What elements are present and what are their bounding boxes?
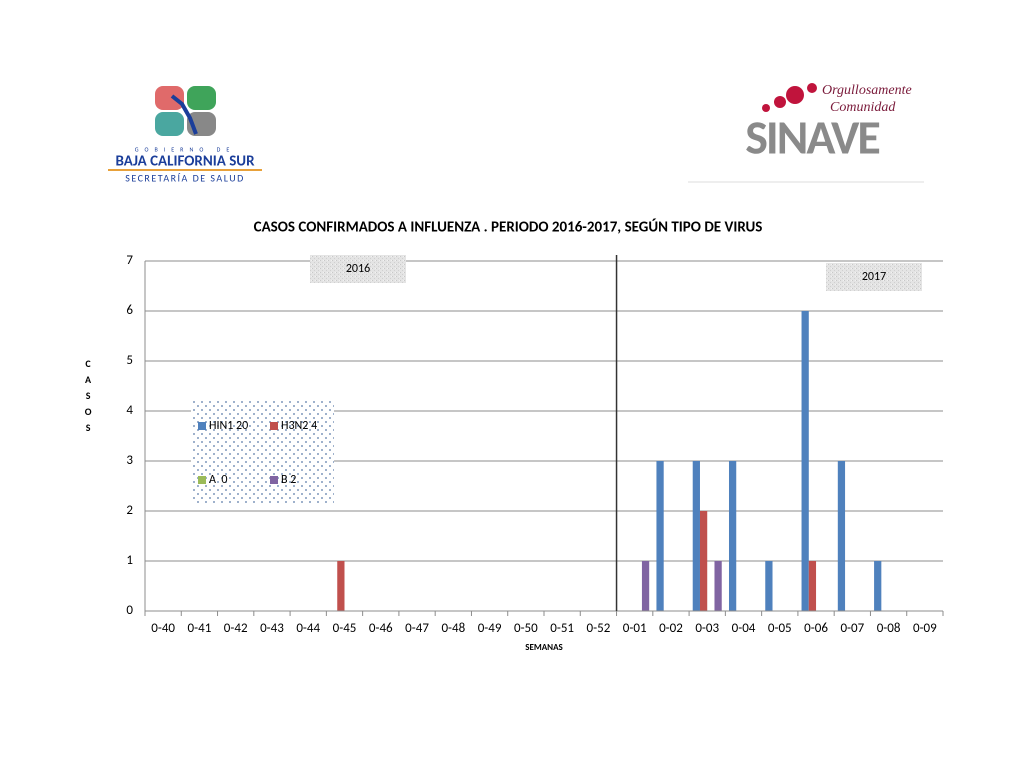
annotation: 2016: [346, 262, 370, 276]
x-tick-label: 0-42: [224, 621, 248, 636]
x-tick-label: 0-51: [550, 621, 574, 636]
legend-swatch: [270, 422, 278, 430]
legend-label: H3N2 4: [281, 419, 317, 433]
x-tick-label: 0-04: [732, 621, 756, 636]
x-tick-label: 0-01: [623, 621, 647, 636]
y-tick-label: 7: [126, 253, 133, 268]
x-tick-label: 0-46: [369, 621, 393, 636]
x-tick-label: 0-43: [260, 621, 284, 636]
bar: [808, 561, 817, 611]
bar: [714, 561, 722, 611]
x-tick-label: 0-49: [478, 621, 502, 636]
bar: [337, 561, 345, 611]
x-axis-label: SEMANAS: [525, 642, 563, 653]
y-axis-label: CASOS: [82, 357, 95, 437]
bar: [641, 561, 650, 611]
legend-label: A 0: [209, 473, 227, 487]
logo-text: Orgullosamente: [822, 83, 912, 98]
legend-swatch: [198, 422, 206, 430]
x-tick-label: 0-05: [768, 621, 792, 636]
y-tick-label: 0: [126, 603, 133, 618]
x-tick-label: 0-52: [587, 621, 611, 636]
bar: [765, 561, 773, 611]
x-tick-label: 0-09: [913, 621, 937, 636]
x-tick-label: 0-48: [441, 621, 465, 636]
legend-swatch: [198, 476, 206, 484]
bar: [801, 311, 809, 611]
x-tick-label: 0-41: [188, 621, 212, 636]
y-tick-label: 4: [126, 403, 133, 418]
x-tick-label: 0-45: [333, 621, 357, 636]
logo-text: Comunidad: [830, 100, 896, 115]
logo-text: BAJA CALIFORNIA SUR: [115, 153, 255, 171]
x-tick-label: 0-44: [296, 621, 320, 636]
y-tick-label: 5: [126, 353, 133, 368]
y-tick-label: 1: [126, 553, 133, 568]
legend-swatch: [270, 476, 278, 484]
y-tick-label: 2: [126, 503, 133, 518]
x-tick-label: 0-47: [405, 621, 429, 636]
legend-label: HIN1 20: [209, 419, 248, 433]
logo-text: GOBIERNO DE: [135, 145, 236, 153]
chart-title: CASOS CONFIRMADOS A INFLUENZA . PERIODO …: [254, 218, 763, 237]
annotation-box: [826, 263, 922, 291]
y-tick-label: 3: [126, 453, 133, 468]
x-tick-label: 0-02: [659, 621, 683, 636]
logo-brand: SINAVE: [745, 108, 879, 167]
y-tick-label: 6: [126, 303, 133, 318]
x-tick-label: 0-40: [151, 621, 175, 636]
logo-text: SECRETARÍA DE SALUD: [125, 171, 245, 184]
annotation: 2017: [862, 270, 886, 284]
left-logo: GOBIERNO DE BAJA CALIFORNIA SUR SECRETAR…: [108, 86, 262, 184]
right-logo: Orgullosamente Comunidad SINAVE: [688, 83, 924, 183]
annotation-box: [310, 255, 406, 283]
bar: [692, 461, 700, 611]
legend-box: [191, 400, 334, 505]
bar: [656, 461, 664, 611]
x-tick-label: 0-06: [804, 621, 828, 636]
legend-label: B 2: [281, 473, 296, 487]
bar: [837, 461, 846, 611]
x-tick-label: 0-08: [877, 621, 901, 636]
bar: [699, 511, 708, 611]
x-tick-label: 0-03: [695, 621, 719, 636]
bar: [874, 561, 882, 611]
x-tick-label: 0-50: [514, 621, 538, 636]
bar: [728, 461, 737, 611]
x-tick-label: 0-07: [840, 621, 864, 636]
